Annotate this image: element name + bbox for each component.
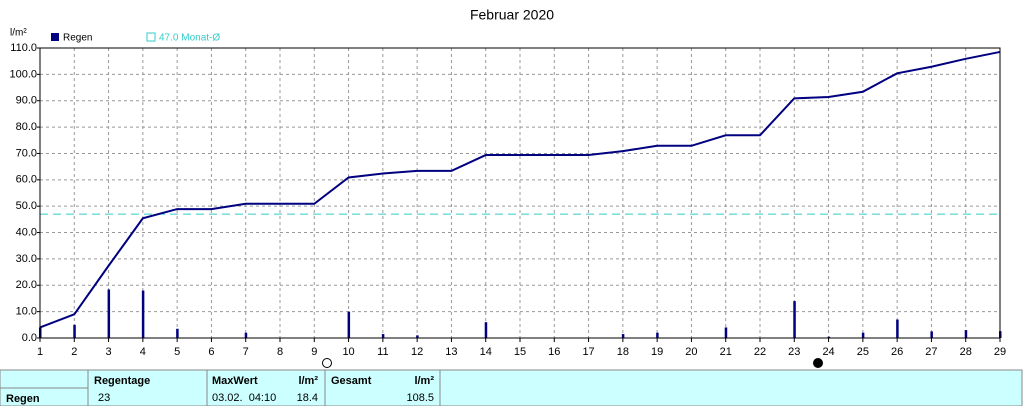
bar xyxy=(484,322,488,338)
bar xyxy=(107,289,111,338)
bar xyxy=(656,332,659,338)
table-background xyxy=(0,369,1023,406)
footer-table: Regen Regentage MaxWert l/m² Gesamt l/m²… xyxy=(0,369,1023,406)
y-tick-label: 20.0 xyxy=(16,279,37,291)
table-cell: 03.02. 04:10 xyxy=(212,392,276,404)
x-tick-label: 15 xyxy=(514,346,526,358)
x-tick-label: 28 xyxy=(960,346,972,358)
legend-label: Regen xyxy=(63,33,92,44)
x-tick-label: 8 xyxy=(277,346,283,358)
bar xyxy=(930,331,933,338)
y-tick-label: 110.0 xyxy=(10,42,37,54)
x-tick-label: 20 xyxy=(685,346,697,358)
x-tick-label: 26 xyxy=(891,346,903,358)
x-tick-label: 14 xyxy=(480,346,492,358)
x-tick-label: 27 xyxy=(925,346,937,358)
column-header: l/m² xyxy=(298,375,318,387)
x-tick-label: 3 xyxy=(106,346,112,358)
bar xyxy=(381,334,385,338)
bar xyxy=(964,330,968,338)
x-tick-label: 22 xyxy=(754,346,766,358)
bar xyxy=(141,290,145,338)
bar xyxy=(621,334,625,338)
x-tick-label: 29 xyxy=(994,346,1006,358)
y-tick-label: 100.0 xyxy=(9,68,37,80)
column-header: Gesamt xyxy=(331,375,372,387)
full-moon-icon xyxy=(813,358,823,368)
column-header: MaxWert xyxy=(212,375,258,387)
table-cell: 108.5 xyxy=(406,392,434,404)
bar xyxy=(73,324,76,338)
column-header: Regentage xyxy=(94,375,150,387)
legend-swatch xyxy=(146,32,156,42)
legend-swatch xyxy=(51,33,59,41)
bar xyxy=(827,336,831,338)
legend-label: 47.0 Monat-Ø xyxy=(159,33,220,44)
x-tick-label: 17 xyxy=(582,346,594,358)
column-header: l/m² xyxy=(414,375,434,387)
x-tick-label: 10 xyxy=(342,346,354,358)
y-tick-label: 0.0 xyxy=(22,332,37,344)
y-tick-label: 10.0 xyxy=(16,306,37,318)
cumulative-line xyxy=(39,50,1001,329)
bar xyxy=(244,332,248,338)
x-tick-label: 9 xyxy=(311,346,317,358)
new-moon-icon xyxy=(322,358,332,368)
x-tick-label: 4 xyxy=(140,346,146,358)
bar xyxy=(793,301,796,338)
chart-title: Februar 2020 xyxy=(470,7,554,23)
x-tick-label: 18 xyxy=(617,346,629,358)
y-tick-label: 80.0 xyxy=(16,121,37,133)
x-tick-label: 13 xyxy=(445,346,457,358)
x-tick-label: 23 xyxy=(788,346,800,358)
y-tick-label: 70.0 xyxy=(16,147,37,159)
x-tick-label: 7 xyxy=(243,346,249,358)
y-tick-label: 60.0 xyxy=(16,174,37,186)
y-axis-label: l/m² xyxy=(10,28,27,39)
x-tick-label: 12 xyxy=(411,346,423,358)
x-tick-label: 19 xyxy=(651,346,663,358)
y-tick-label: 30.0 xyxy=(16,253,37,265)
x-tick-label: 21 xyxy=(720,346,732,358)
x-tick-label: 2 xyxy=(71,346,77,358)
table-cell: 18.4 xyxy=(297,392,318,404)
bar xyxy=(176,328,179,338)
x-tick-label: 24 xyxy=(822,346,834,358)
bar xyxy=(861,332,865,338)
bar xyxy=(416,335,419,338)
bar xyxy=(347,311,351,338)
bar xyxy=(896,319,899,338)
x-tick-label: 25 xyxy=(857,346,869,358)
x-tick-label: 5 xyxy=(174,346,180,358)
table-cell: 23 xyxy=(98,392,110,404)
y-tick-label: 40.0 xyxy=(16,226,37,238)
x-tick-label: 6 xyxy=(208,346,214,358)
x-tick-label: 1 xyxy=(37,346,43,358)
bar xyxy=(724,327,728,338)
x-tick-label: 16 xyxy=(548,346,560,358)
y-tick-label: 90.0 xyxy=(16,95,37,107)
plot-frame xyxy=(39,47,1001,339)
row-label: Regen xyxy=(6,393,40,405)
x-tick-label: 11 xyxy=(377,346,388,358)
y-tick-label: 50.0 xyxy=(16,200,37,212)
